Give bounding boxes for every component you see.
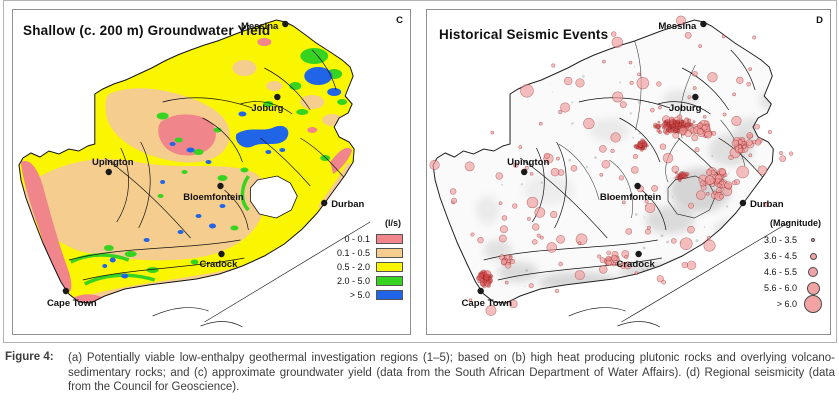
legend-marker-cell (803, 252, 823, 260)
coastline (18, 19, 355, 304)
legend-swatch (376, 262, 403, 272)
city-label-upington: Upington (92, 157, 134, 168)
figure-frame: Messina Joburg Upington Bloemfontein Durban C… (3, 0, 837, 343)
seismic-legend-rows: 3.0 - 3.5 3.6 - 4.5 4.6 - 5.5 5.6 - 6.0 > 6.… (764, 232, 823, 313)
city-dot-messina (700, 20, 707, 28)
seismic-legend: (Magnitude) 3.0 - 3.5 3.6 - 4.5 4.6 - 5.5 5… (764, 218, 823, 313)
figure-caption-text: (a) Potentially viable low-enthalpy geot… (68, 352, 835, 393)
city-dot-cape-town (477, 287, 484, 295)
city-label-cape-town: Cape Town (461, 298, 512, 309)
coastline (432, 19, 774, 304)
panel-letter-c: C (396, 15, 403, 26)
city-label-joburg: Joburg (669, 103, 702, 114)
city-dot-durban (739, 199, 747, 207)
city-dot-bloemfontein (634, 182, 641, 190)
groundwater-title: Shallow (c. 200 m) Groundwater Yield (23, 23, 271, 38)
offshore-line (200, 321, 243, 328)
offshore-line (568, 307, 626, 317)
city-label-joburg: Joburg (251, 103, 283, 114)
panel-letter-d: D (816, 15, 823, 26)
legend-swatch (376, 276, 403, 286)
city-dot-cape-town (62, 287, 70, 295)
offshore-line (152, 307, 209, 317)
legend-marker-cell (803, 281, 823, 295)
city-label-messina: Messina (241, 21, 279, 32)
groundwater-map: Messina Joburg Upington Bloemfontein Durban C… (18, 19, 371, 328)
offshore-line (204, 221, 371, 323)
groundwater-legend-rows: 0 - 0.1 0.1 - 0.5 0.5 - 2.0 2.0 - 5.0 > 5.0 (337, 232, 403, 302)
magnitude-circle-icon (804, 295, 822, 313)
legend-label: 0.1 - 0.5 (336, 248, 370, 258)
seismic-map-panel: Messina Joburg Upington Bloemfontein Durban C… (426, 9, 831, 335)
offshore-line (621, 221, 790, 323)
city-label-cape-town: Cape Town (47, 298, 97, 309)
lesotho-outline (250, 175, 298, 219)
city-dot-messina (282, 20, 289, 28)
yield-legend-row: 0.5 - 2.0 (337, 260, 403, 274)
city-markers: Messina Joburg Upington Bloemfontein Durban C… (461, 20, 784, 309)
legend-label: 3.0 - 3.5 (763, 235, 797, 245)
magnitude-legend-row: > 6.0 (764, 295, 823, 313)
offshore-line (617, 321, 661, 328)
magnitude-legend-row: 3.0 - 3.5 (764, 232, 823, 248)
legend-swatch (376, 248, 403, 258)
city-label-cradock: Cradock (616, 259, 655, 270)
city-dot-upington (520, 168, 528, 176)
magnitude-circle-icon (806, 281, 820, 295)
yield-legend-row: 0 - 0.1 (337, 232, 403, 246)
legend-marker-cell (803, 267, 823, 277)
city-dot-cradock (218, 250, 225, 258)
city-label-bloemfontein: Bloemfontein (183, 192, 244, 203)
city-label-bloemfontein: Bloemfontein (600, 192, 662, 203)
figure-label: Figure 4: (5, 351, 54, 363)
yield-legend-row: 0.1 - 0.5 (337, 246, 403, 260)
magnitude-legend-row: 5.6 - 6.0 (764, 280, 823, 296)
legend-label: 3.6 - 4.5 (763, 251, 797, 261)
seismic-map: Messina Joburg Upington Bloemfontein Durban C… (429, 15, 794, 328)
legend-label: 0 - 0.1 (344, 234, 370, 244)
city-dot-joburg (274, 93, 281, 101)
magnitude-circle-icon (808, 267, 818, 277)
city-dot-upington (105, 168, 112, 176)
city-dot-cradock (635, 250, 642, 258)
magnitude-circle-icon (809, 252, 817, 260)
city-label-messina: Messina (658, 21, 697, 32)
legend-label: 4.6 - 5.5 (763, 267, 797, 277)
legend-label: > 6.0 (776, 299, 797, 309)
city-dot-bloemfontein (217, 182, 224, 190)
fault-lines (68, 49, 347, 281)
legend-label: > 5.0 (349, 290, 370, 300)
legend-marker-cell (803, 238, 823, 242)
seismic-title: Historical Seismic Events (439, 27, 609, 42)
magnitude-circle-icon (811, 238, 815, 242)
city-label-upington: Upington (507, 157, 549, 168)
city-label-durban: Durban (331, 199, 364, 210)
city-dot-durban (321, 199, 328, 207)
yield-legend-row: 2.0 - 5.0 (337, 274, 403, 288)
legend-label: 5.6 - 6.0 (763, 283, 797, 293)
figure-caption: Figure 4: (a) Potentially viable low-ent… (5, 351, 835, 395)
magnitude-legend-row: 4.6 - 5.5 (764, 264, 823, 280)
legend-swatch (376, 290, 403, 300)
city-label-durban: Durban (750, 199, 784, 210)
legend-label: 0.5 - 2.0 (336, 262, 370, 272)
city-markers: Messina Joburg Upington Bloemfontein Durban C… (47, 20, 365, 309)
seismic-legend-header: (Magnitude) (770, 218, 821, 228)
groundwater-legend-header: (l/s) (384, 218, 401, 228)
city-label-cradock: Cradock (200, 259, 239, 270)
legend-marker-cell (803, 295, 823, 313)
groundwater-legend: (l/s) 0 - 0.1 0.1 - 0.5 0.5 - 2.0 2.0 - 5.0… (337, 218, 403, 302)
legend-label: 2.0 - 5.0 (336, 276, 370, 286)
seismic-events (429, 15, 794, 316)
legend-swatch (376, 234, 403, 244)
magnitude-legend-row: 3.6 - 4.5 (764, 248, 823, 264)
groundwater-map-panel: Messina Joburg Upington Bloemfontein Durban C… (12, 9, 411, 335)
yield-legend-row: > 5.0 (337, 288, 403, 302)
city-dot-joburg (692, 93, 699, 101)
